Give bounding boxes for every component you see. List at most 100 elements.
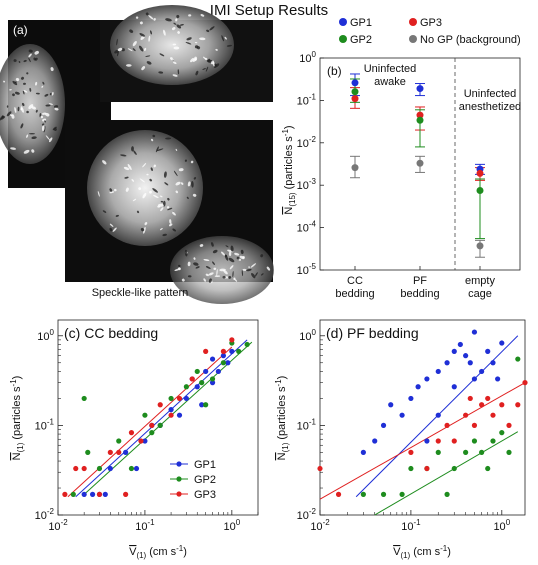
speckle-grain [236, 256, 240, 260]
ylabel-units: (particles s [276, 386, 288, 440]
speckle-grain [126, 64, 132, 67]
y-tick-label: 10-5 [297, 262, 317, 277]
speckle-grain [148, 35, 151, 42]
panel-c-ylabel: N(1) (particles s-1) [9, 376, 25, 461]
speckle-grain [51, 92, 54, 96]
x-tick-label: 10-2 [310, 518, 330, 533]
speckle-grain [123, 166, 130, 171]
speckle-grain [150, 167, 153, 172]
speckle-grain [20, 123, 24, 129]
speckle-grain [31, 136, 37, 140]
speckle-grain [194, 56, 198, 61]
x-tick-label: 10-1 [401, 518, 421, 533]
data-point [506, 422, 512, 428]
speckle-grain [221, 251, 225, 256]
speckle-grain [150, 138, 154, 142]
speckle-grain [18, 61, 21, 63]
speckle-grain [190, 58, 195, 63]
speckle-grain [116, 51, 119, 57]
speckle-grain [42, 112, 47, 115]
speckle-spot-1 [0, 44, 65, 164]
speckle-grain [12, 80, 18, 86]
speckle-grain [199, 244, 204, 247]
speckle-grain [15, 77, 20, 82]
data-point [424, 376, 430, 382]
speckle-grain [116, 38, 118, 46]
ylabel-close: ) [276, 376, 288, 380]
data-point [183, 384, 189, 390]
ylabel-exp: -1 [281, 129, 290, 137]
speckle-grain [173, 61, 177, 64]
data-point [372, 438, 378, 444]
speckle-grain [205, 266, 211, 269]
panel-d-axes: 10-2 10-1 100 10-2 10-1 100 [297, 328, 511, 533]
data-point [73, 465, 79, 472]
speckle-grain [131, 178, 135, 182]
data-point [451, 384, 457, 390]
panel-c: 10-2 10-1 100 10-2 10-1 100 (c) CC bedding GP… [9, 319, 259, 560]
speckle-grain [180, 182, 184, 185]
speckle-grain [234, 252, 240, 256]
figure-title: IMI Setup Results [210, 2, 328, 19]
data-point [408, 395, 414, 402]
speckle-grain [178, 264, 181, 268]
speckle-grain [41, 125, 45, 132]
speckle-grain [139, 45, 144, 52]
speckle-grain [199, 37, 206, 41]
speckle-grain [172, 74, 178, 77]
speckle-grain [208, 272, 214, 276]
speckle-grain [12, 93, 15, 97]
speckle-grain [42, 81, 45, 85]
speckle-grain [114, 188, 117, 192]
speckle-grain [23, 90, 28, 93]
data-point [490, 438, 496, 444]
data-point [479, 402, 485, 408]
speckle-grain [167, 197, 170, 201]
panel-b-label: (b) [327, 64, 342, 78]
speckle-grain [121, 48, 125, 52]
speckle-spot-3 [87, 130, 203, 246]
panel-a-label: (a) [13, 23, 28, 37]
legend-label: No GP (background) [420, 34, 521, 46]
speckle-grain [149, 190, 152, 194]
y-tick-label: 100 [37, 328, 54, 343]
speckle-grain [209, 26, 215, 31]
data-point [317, 465, 323, 472]
speckle-grain [6, 105, 9, 108]
legend-label: GP3 [420, 17, 442, 29]
speckle-grain [26, 110, 29, 114]
x-tick-label: 100 [223, 518, 240, 533]
data-point [229, 337, 235, 343]
speckle-grain [178, 168, 184, 172]
speckle-grain [29, 133, 35, 135]
speckle-grain [186, 37, 192, 41]
speckle-grain [141, 66, 146, 71]
speckle-grain [226, 44, 232, 47]
speckle-grain [150, 30, 152, 35]
speckle-grain [251, 272, 256, 279]
speckle-grain [146, 173, 149, 176]
data-point [522, 380, 528, 386]
data-point [209, 380, 216, 386]
panel-c-marks [62, 337, 253, 498]
speckle-grain [248, 266, 250, 269]
data-point [123, 449, 129, 455]
speckle-grain [133, 150, 137, 155]
speckle-grain [216, 269, 218, 276]
data-point [485, 348, 491, 354]
panel-c-axes: 10-2 10-1 100 10-2 10-1 100 [35, 328, 259, 533]
panel-d-ylabel: N(1) (particles s-1) [274, 376, 290, 461]
speckle-grain [213, 63, 220, 68]
speckle-grain [212, 261, 215, 265]
speckle-grain [153, 164, 157, 168]
data-point [244, 341, 250, 348]
fit-line [374, 431, 519, 516]
data-point [444, 422, 450, 428]
speckle-grain [205, 273, 209, 277]
data-point [81, 491, 87, 497]
speckle-grain [138, 187, 142, 191]
speckle-grain [157, 205, 161, 208]
data-point [236, 348, 242, 354]
data-point [107, 465, 113, 472]
